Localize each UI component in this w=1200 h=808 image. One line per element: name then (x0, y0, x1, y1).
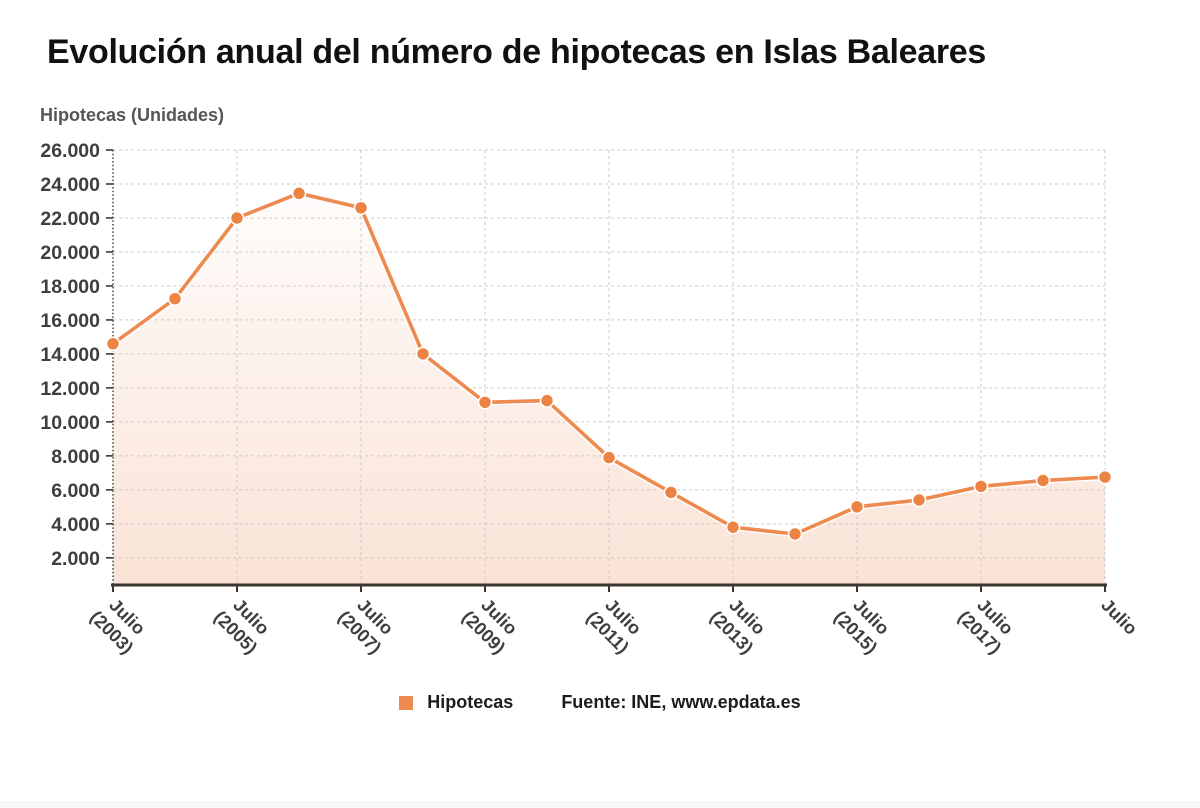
legend-swatch-hipotecas (399, 695, 414, 710)
line-chart: 26.000 24.000 22.000 20.000 18.000 16.000 14.0… (40, 140, 1141, 658)
y-tick-label: 26.000 (40, 140, 100, 162)
data-point (353, 200, 369, 216)
y-gridlines (106, 149, 1105, 559)
svg-text:Julio(2007): Julio(2007) (334, 591, 400, 657)
source-text: Fuente: INE, www.epdata.es (561, 692, 801, 712)
data-point (105, 336, 121, 351)
data-point (725, 519, 741, 535)
footer-strip (0, 802, 1200, 808)
svg-text:Julio(2009): Julio(2009) (458, 591, 524, 657)
data-point (601, 450, 617, 465)
svg-text:Julio(2011): Julio(2011) (583, 592, 649, 658)
svg-text:Julio(2015): Julio(2015) (830, 591, 896, 657)
y-tick-labels: 26.000 24.000 22.000 20.000 18.000 16.000 14.0… (40, 140, 100, 570)
data-point (911, 492, 927, 508)
data-point (787, 526, 803, 542)
x-tick-label: Julio(2013) (706, 591, 772, 658)
data-point (663, 485, 679, 500)
svg-text:Julio(2017): Julio(2017) (954, 591, 1020, 657)
y-tick-label: 10.000 (40, 412, 100, 434)
legend: Hipotecas Fuente: INE, www.epdata.es (0, 692, 1200, 713)
x-tick-label: Julio(2017) (954, 591, 1020, 658)
x-tick-labels: Julio(2003) Julio(2005) Julio(2007) Julio(2… (86, 591, 1141, 658)
y-tick-label: 4.000 (51, 514, 100, 536)
svg-text:Julio(2003): Julio(2003) (86, 591, 152, 657)
legend-label-hipotecas: Hipotecas (427, 692, 514, 712)
x-tick-label: Julio(2015) (830, 591, 896, 658)
x-tick-marks (112, 585, 1106, 592)
data-points (105, 185, 1113, 542)
y-tick-label: 6.000 (51, 480, 100, 502)
x-tick-label: Julio(2003) (86, 591, 152, 658)
x-tick-label: Julio(2005) (210, 591, 276, 658)
y-tick-label: 14.000 (40, 344, 100, 366)
svg-text:Julio(2013): Julio(2013) (706, 591, 772, 657)
x-tick-label: Julio(2009) (458, 591, 524, 658)
y-tick-label: 16.000 (40, 310, 100, 332)
chart-title: Evolución anual del número de hipotecas … (47, 33, 987, 71)
data-point (1035, 473, 1051, 488)
data-point (229, 210, 245, 226)
data-point (973, 479, 989, 494)
y-tick-label: 24.000 (40, 174, 100, 196)
data-point (539, 393, 555, 408)
y-tick-label: 12.000 (40, 378, 100, 400)
y-tick-label: 2.000 (51, 548, 100, 570)
x-tick-label: Julio (1097, 595, 1141, 639)
data-point (291, 185, 307, 201)
y-axis-title: Hipotecas (Unidades) (40, 105, 225, 125)
svg-text:Julio(2005): Julio(2005) (210, 591, 276, 657)
data-point (415, 346, 431, 362)
svg-text:Julio: Julio (1097, 595, 1141, 639)
y-tick-label: 8.000 (51, 446, 100, 468)
x-tick-label: Julio(2007) (334, 591, 400, 658)
x-tick-label: Julio(2011) (583, 592, 649, 658)
data-point (1097, 469, 1113, 485)
y-tick-label: 22.000 (40, 208, 100, 230)
data-point (167, 291, 183, 306)
data-point (849, 499, 865, 515)
y-tick-label: 20.000 (40, 242, 100, 264)
data-point (477, 394, 493, 410)
y-tick-label: 18.000 (40, 276, 100, 298)
